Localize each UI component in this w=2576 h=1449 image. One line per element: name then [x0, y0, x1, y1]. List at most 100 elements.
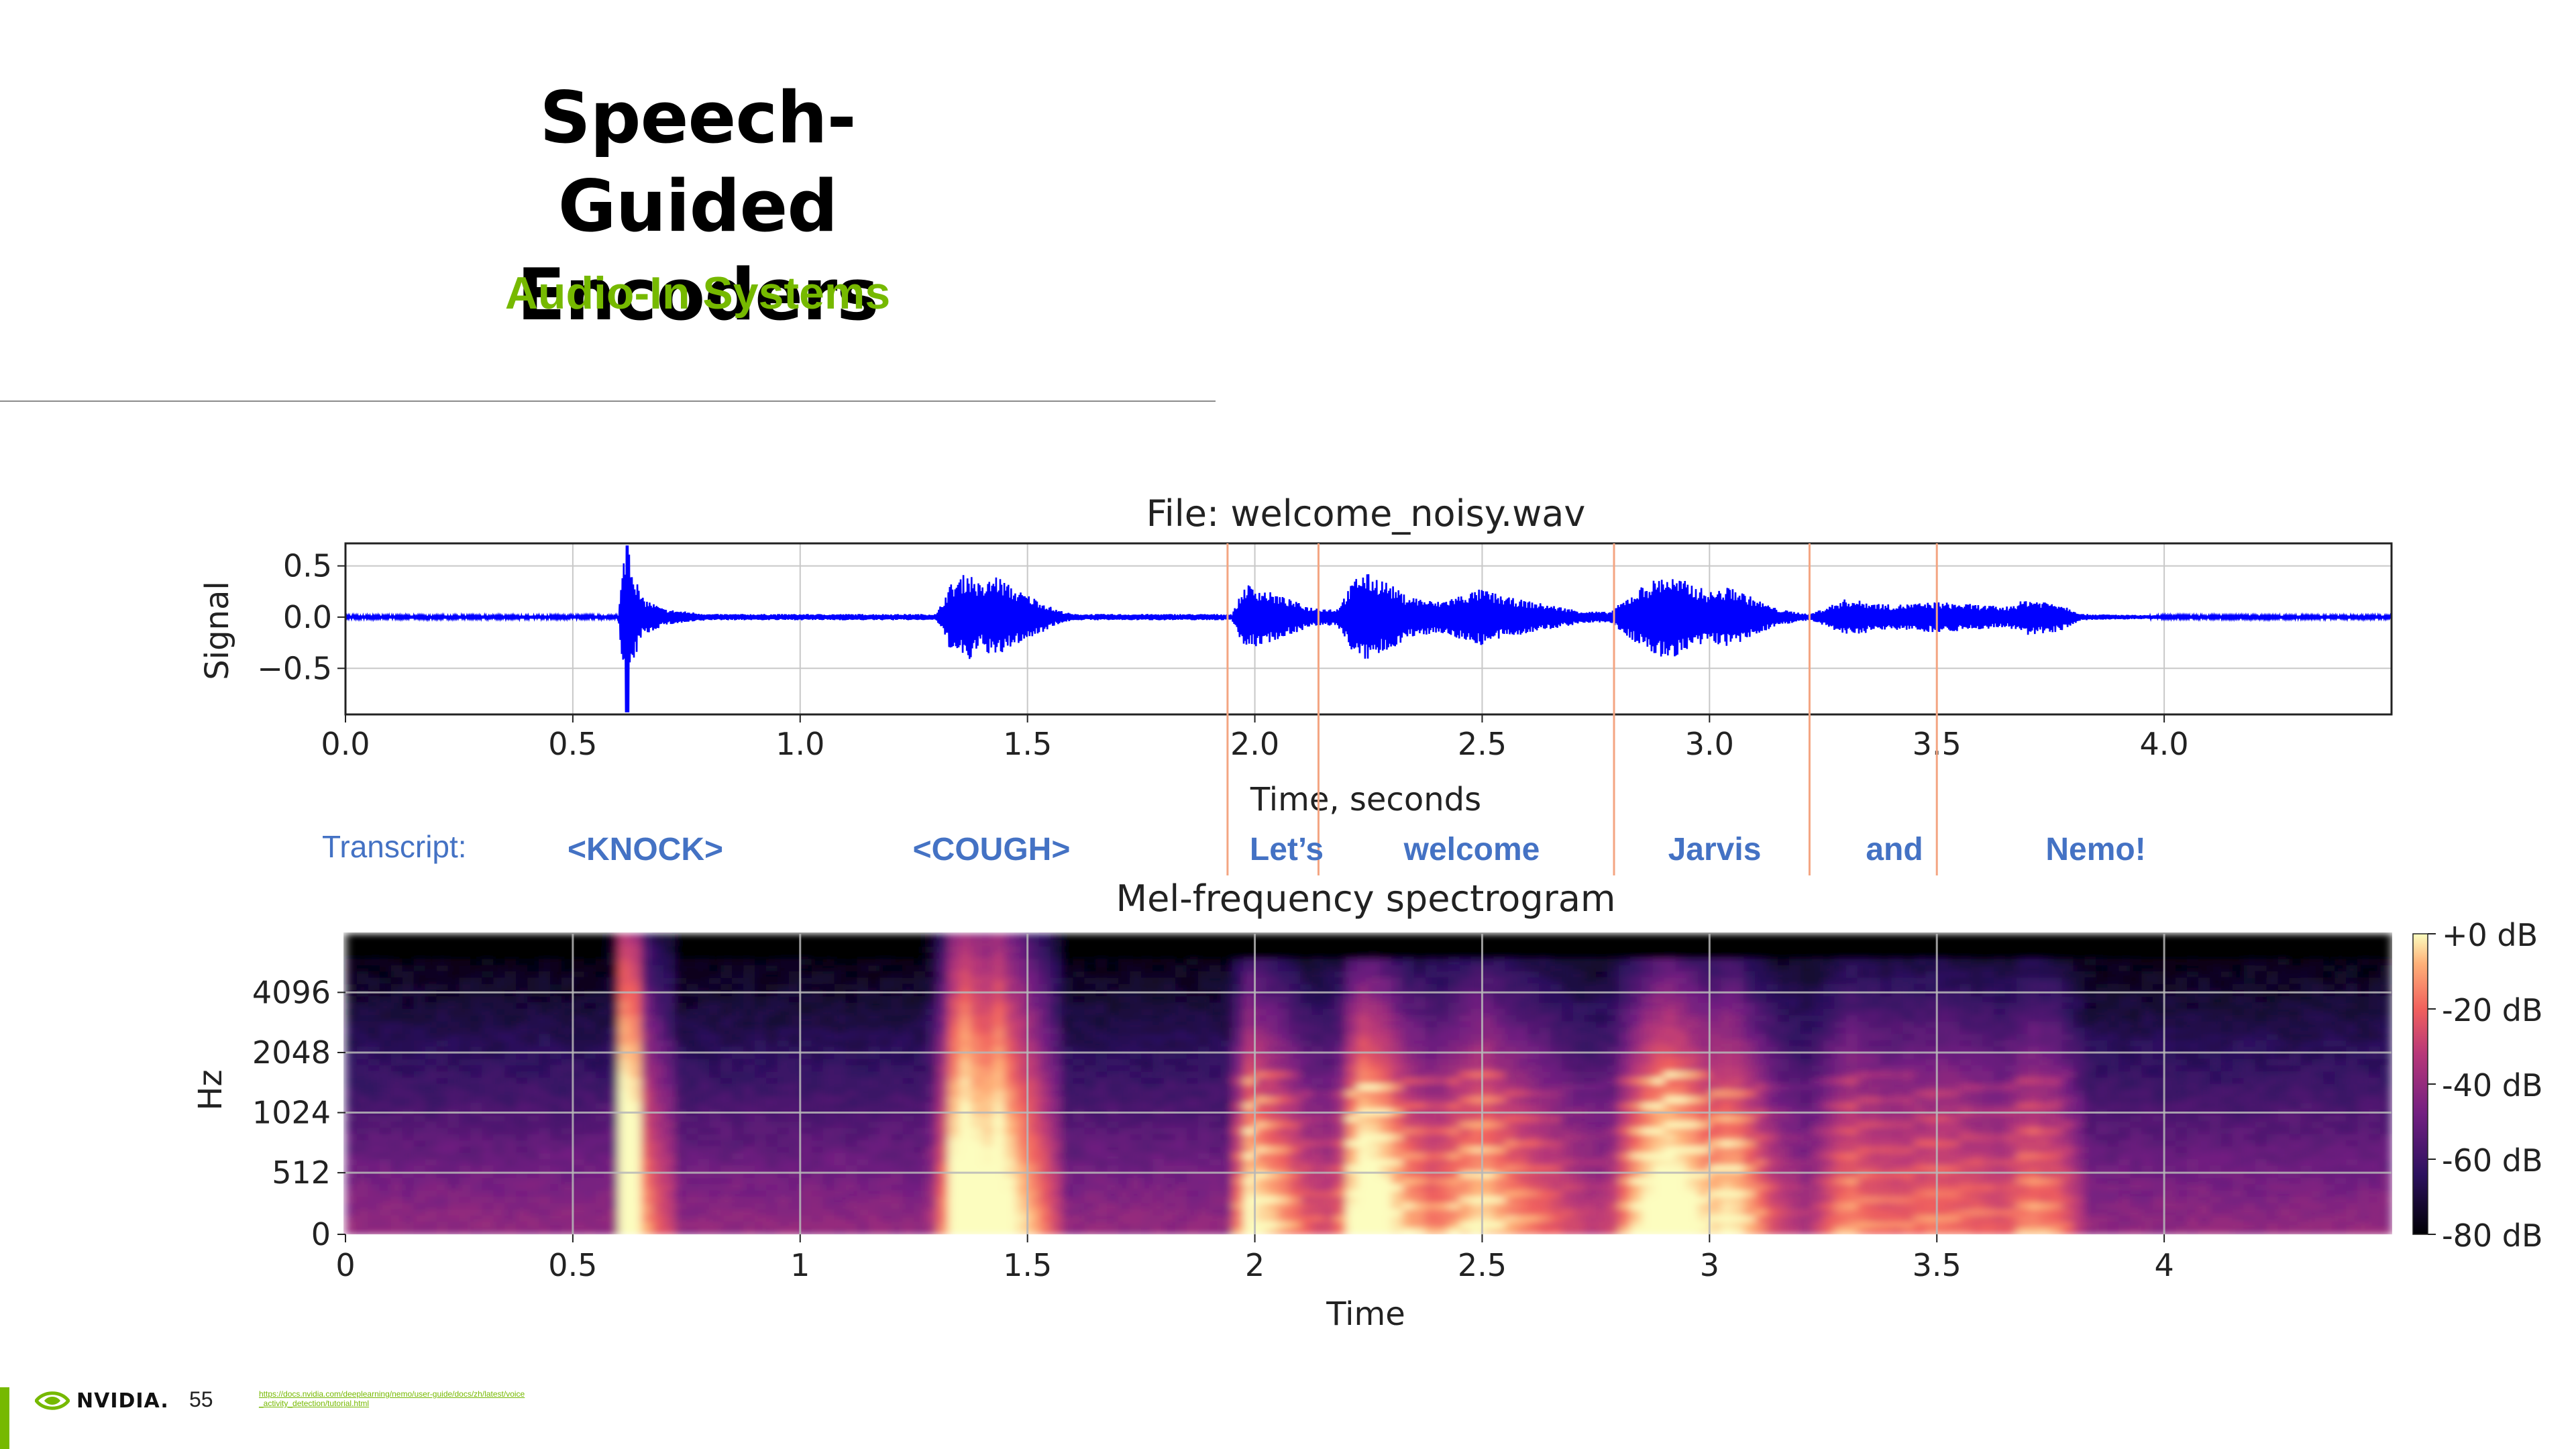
spectrogram-cell: [470, 983, 483, 991]
spectrogram-cell: [1209, 1009, 1222, 1016]
spectrogram-cell: [1027, 1165, 1040, 1173]
spectrogram-cell: [788, 1178, 801, 1185]
spectrogram-cell: [482, 1034, 494, 1041]
spectrogram-cell: [891, 1165, 904, 1173]
spectrogram-cell: [1152, 1128, 1165, 1135]
spectrogram-cell: [1379, 1059, 1392, 1066]
spectrogram-cell: [356, 1071, 369, 1079]
spectrogram-cell: [1493, 1084, 1506, 1091]
spectrogram-cell: [845, 983, 858, 991]
spectrogram-cell: [641, 953, 653, 960]
spectrogram-cell: [834, 1034, 847, 1041]
spectrogram-cell: [561, 946, 574, 953]
spectrogram-cell: [788, 940, 801, 947]
spectrogram-cell: [1425, 1128, 1438, 1135]
spectrogram-cell: [1482, 1015, 1495, 1022]
spectrogram-cell: [1482, 1140, 1495, 1148]
spectrogram-cell: [1027, 1178, 1040, 1185]
spectrogram-cell: [1277, 1002, 1290, 1010]
spectrogram-cell: [550, 1222, 562, 1229]
spectrogram-cell: [902, 1009, 915, 1016]
spectrogram-cell: [1334, 1053, 1347, 1060]
spectrogram-cell: [914, 1009, 926, 1016]
spectrogram-cell: [788, 1096, 801, 1104]
spectrogram-cell: [1050, 971, 1063, 979]
spectrogram-cell: [402, 1065, 415, 1073]
spectrogram-cell: [1311, 1090, 1324, 1097]
spectrogram-cell: [390, 1209, 403, 1216]
spectrogram-cell: [1368, 1184, 1381, 1191]
spectrogram-cell: [765, 1190, 778, 1197]
spectrogram-cell: [516, 1065, 529, 1073]
spectrogram-cell: [879, 1053, 892, 1060]
spectrogram-cell: [732, 1122, 744, 1129]
spectrogram-cell: [425, 1184, 437, 1191]
spectrogram-cell: [743, 1184, 755, 1191]
spectrogram-cell: [641, 965, 653, 972]
spectrogram-cell: [686, 1146, 699, 1154]
spectrogram-cell: [436, 1165, 449, 1173]
spectrogram-cell: [1413, 959, 1426, 966]
spectrogram-cell: [436, 1146, 449, 1154]
spectrogram-cell: [936, 934, 949, 941]
spectrogram-cell: [1254, 983, 1267, 991]
spectrogram-cell: [539, 1009, 551, 1016]
spectrogram-cell: [1164, 1184, 1176, 1191]
spectrogram-cell: [914, 959, 926, 966]
spectrogram-cell: [1300, 1028, 1313, 1035]
spectrogram-cell: [1107, 1053, 1120, 1060]
spectrogram-cell: [1391, 1059, 1403, 1066]
spectrogram-cell: [1505, 1077, 1517, 1085]
spectrogram-cell: [1425, 1090, 1438, 1097]
spectrogram-cell: [539, 1134, 551, 1141]
spectrogram-cell: [641, 1122, 653, 1129]
spectrogram-cell: [925, 1146, 938, 1154]
spectrogram-cell: [1243, 965, 1256, 972]
spectrogram-cell: [800, 1159, 812, 1167]
spectrogram-cell: [743, 1002, 755, 1010]
spectrogram-cell: [675, 1034, 688, 1041]
spectrogram-cell: [1289, 1053, 1301, 1060]
spectrogram-cell: [1470, 1034, 1483, 1041]
spectrogram-cell: [1152, 983, 1165, 991]
spectrogram-cell: [413, 1203, 426, 1210]
spectrogram-cell: [584, 1065, 596, 1073]
spectrogram-cell: [345, 1046, 358, 1054]
spectrogram-cell: [1436, 1090, 1449, 1097]
spectrogram-cell: [482, 1071, 494, 1079]
spectrogram-cell: [777, 1065, 790, 1073]
spectrogram-cell: [755, 1015, 767, 1022]
spectrogram-cell: [993, 1140, 1006, 1148]
spectrogram-cell: [675, 996, 688, 1004]
spectrogram-cell: [925, 1122, 938, 1129]
spectrogram-cell: [720, 959, 733, 966]
spectrogram-cell: [1243, 1165, 1256, 1173]
spectrogram-cell: [925, 1197, 938, 1204]
spectrogram-cell: [527, 1128, 539, 1135]
spectrogram-cell: [459, 1034, 472, 1041]
spectrogram-cell: [436, 990, 449, 998]
spectrogram-cell: [618, 940, 631, 947]
spectrogram-cell: [902, 1090, 915, 1097]
spectrogram-cell: [1004, 1034, 1017, 1041]
spectrogram-cell: [1232, 946, 1244, 953]
spectrogram-cell: [959, 946, 971, 953]
spectrogram-cell: [1243, 1140, 1256, 1148]
spectrogram-cell: [1470, 1028, 1483, 1035]
spectrogram-cell: [606, 1065, 619, 1073]
spectrogram-cell: [1038, 1034, 1051, 1041]
spectrogram-cell: [641, 1009, 653, 1016]
spectrogram-cell: [777, 1152, 790, 1160]
spectrogram-cell: [606, 1077, 619, 1085]
spectrogram-cell: [356, 1128, 369, 1135]
spectrogram-cell: [822, 1222, 835, 1229]
spectrogram-cell: [1470, 1184, 1483, 1191]
spectrogram-cell: [1016, 1077, 1028, 1085]
spectrogram-cell: [663, 1015, 676, 1022]
spectrogram-cell: [402, 1103, 415, 1110]
spectrogram-cell: [868, 1021, 881, 1028]
spectrogram-cell: [368, 990, 380, 998]
spectrogram-cell: [1038, 977, 1051, 985]
spectrogram-cell: [845, 940, 858, 947]
spectrogram-cell: [641, 1159, 653, 1167]
